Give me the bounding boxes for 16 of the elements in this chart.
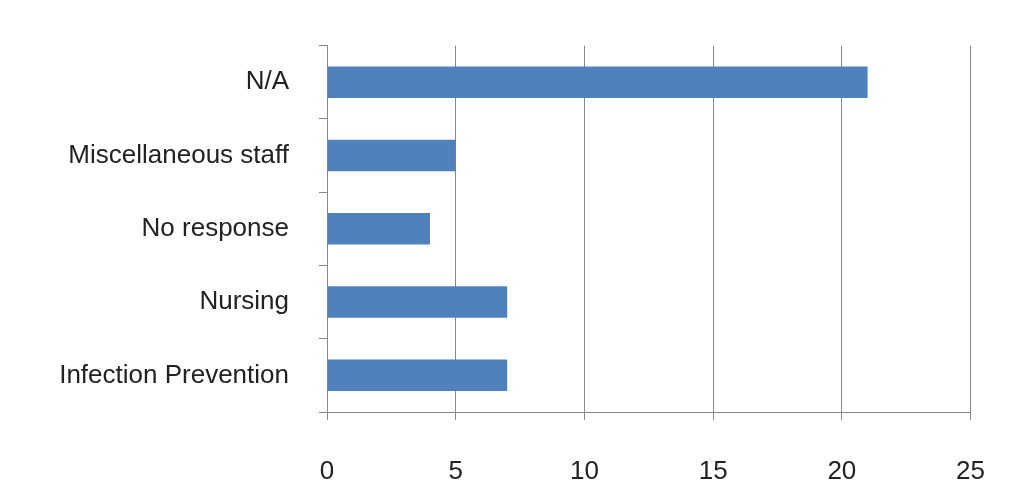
bar — [327, 359, 508, 392]
y-tick-label: Nursing — [199, 285, 289, 316]
bar — [327, 286, 508, 318]
bar — [327, 213, 430, 245]
y-tick-label: Infection Prevention — [59, 358, 289, 389]
y-tick-label: No response — [141, 211, 289, 242]
x-tick-label: 15 — [698, 454, 728, 485]
bar — [327, 139, 456, 172]
bar — [327, 66, 868, 98]
x-tick-label: 0 — [319, 454, 335, 485]
y-tick-label: Miscellaneous staff — [68, 138, 290, 169]
x-tick-label: 10 — [569, 454, 599, 485]
x-tick-label: 5 — [448, 454, 463, 485]
x-tick-label: 25 — [956, 454, 985, 485]
x-tick-label: 20 — [827, 454, 857, 485]
y-tick-label: N/A — [245, 65, 290, 96]
